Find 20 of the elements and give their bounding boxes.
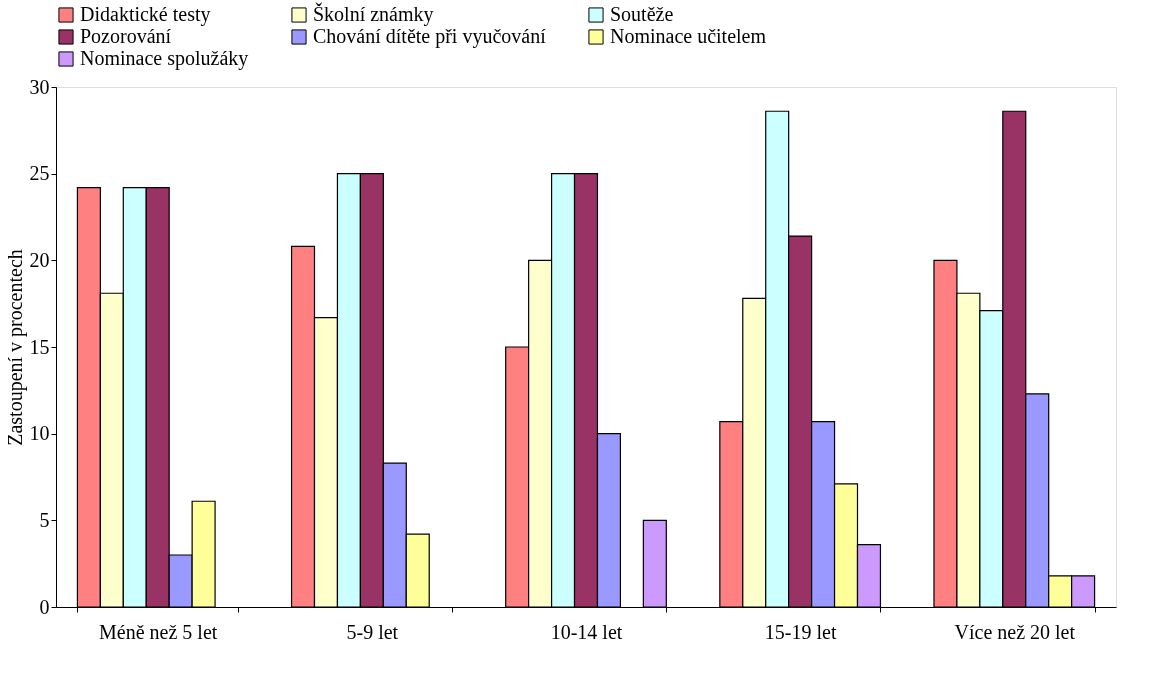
x-tick-label: Méně než 5 let: [99, 620, 218, 643]
y-tick-label: 0: [39, 595, 50, 618]
legend-label: Didaktické testy: [80, 3, 211, 26]
x-tick-label: Více než 20 let: [954, 620, 1076, 643]
legend-label: Nominace spolužáky: [80, 47, 249, 70]
legend-label: Soutěže: [610, 3, 674, 25]
legend-label: Školní známky: [313, 2, 434, 26]
y-tick-label: 30: [29, 75, 50, 98]
y-tick-label: 15: [29, 335, 50, 358]
legend-label: Nominace učitelem: [610, 25, 767, 47]
x-tick-label: 15-19 let: [764, 620, 837, 643]
y-tick-label: 20: [29, 248, 50, 271]
legend-label: Pozorování: [80, 25, 172, 47]
y-tick-label: 5: [39, 508, 50, 531]
legend-label: Chování dítěte při vyučování: [313, 25, 547, 48]
y-tick-label: 25: [29, 162, 50, 185]
y-tick-label: 10: [29, 422, 50, 445]
x-tick-label: 5-9 let: [346, 620, 399, 643]
y-axis-title: Zastoupení v procentech: [3, 249, 27, 446]
x-tick-label: 10-14 let: [550, 620, 623, 643]
